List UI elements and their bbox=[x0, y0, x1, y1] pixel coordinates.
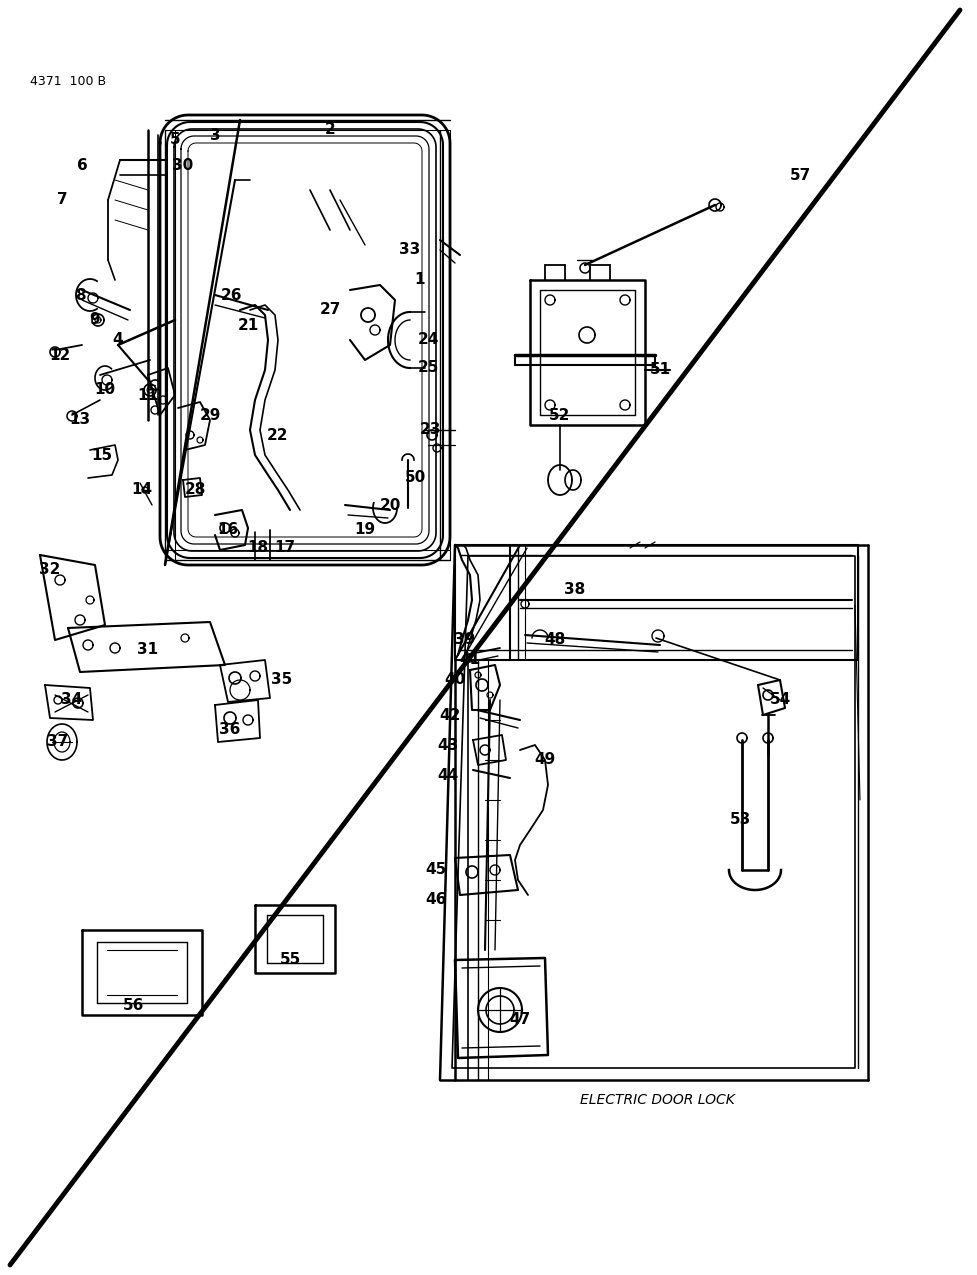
Text: 18: 18 bbox=[247, 539, 269, 555]
Text: 21: 21 bbox=[237, 317, 259, 333]
Text: 4: 4 bbox=[112, 333, 123, 348]
Text: 40: 40 bbox=[445, 672, 466, 687]
Text: 16: 16 bbox=[217, 523, 238, 538]
Text: ELECTRIC DOOR LOCK: ELECTRIC DOOR LOCK bbox=[580, 1093, 735, 1107]
Text: 48: 48 bbox=[544, 632, 566, 648]
Text: 24: 24 bbox=[417, 333, 439, 348]
Text: 38: 38 bbox=[565, 583, 585, 598]
Text: 10: 10 bbox=[95, 382, 115, 398]
Text: 28: 28 bbox=[185, 482, 206, 497]
Text: 11: 11 bbox=[138, 388, 158, 403]
Text: 43: 43 bbox=[438, 737, 458, 752]
Text: 5: 5 bbox=[170, 133, 181, 148]
Text: 56: 56 bbox=[122, 997, 144, 1012]
Text: 44: 44 bbox=[438, 768, 458, 783]
Text: 30: 30 bbox=[172, 158, 193, 172]
Text: 20: 20 bbox=[379, 497, 401, 513]
Text: 15: 15 bbox=[92, 448, 112, 463]
Text: 9: 9 bbox=[90, 312, 101, 328]
Text: 6: 6 bbox=[76, 158, 87, 172]
Text: 12: 12 bbox=[50, 348, 70, 362]
Text: 34: 34 bbox=[62, 692, 83, 708]
Text: 23: 23 bbox=[419, 422, 441, 437]
Text: 55: 55 bbox=[279, 952, 301, 968]
Text: 19: 19 bbox=[355, 523, 375, 538]
Text: 45: 45 bbox=[425, 862, 446, 877]
Text: 46: 46 bbox=[425, 892, 446, 908]
Text: 37: 37 bbox=[47, 734, 68, 750]
Text: 36: 36 bbox=[219, 723, 240, 737]
Text: 13: 13 bbox=[69, 413, 91, 427]
Text: 41: 41 bbox=[459, 653, 481, 668]
Text: 2: 2 bbox=[324, 122, 335, 138]
Text: 50: 50 bbox=[404, 470, 426, 486]
Text: 25: 25 bbox=[417, 361, 439, 376]
Text: 42: 42 bbox=[440, 708, 461, 723]
Text: 53: 53 bbox=[730, 812, 750, 827]
Text: 26: 26 bbox=[221, 287, 242, 302]
Text: 17: 17 bbox=[275, 539, 296, 555]
Text: 39: 39 bbox=[454, 632, 476, 648]
Text: 51: 51 bbox=[650, 362, 670, 377]
Text: 29: 29 bbox=[199, 408, 221, 422]
Text: 14: 14 bbox=[132, 482, 152, 497]
Text: 27: 27 bbox=[319, 302, 341, 317]
Text: 8: 8 bbox=[74, 287, 85, 302]
Text: 7: 7 bbox=[57, 193, 67, 208]
Text: 35: 35 bbox=[272, 672, 293, 687]
Text: 57: 57 bbox=[789, 167, 811, 182]
Text: 1: 1 bbox=[415, 273, 425, 287]
Text: 22: 22 bbox=[268, 427, 289, 442]
Text: 4371  100 B: 4371 100 B bbox=[30, 75, 106, 88]
Text: 33: 33 bbox=[400, 242, 421, 258]
Text: 49: 49 bbox=[534, 752, 556, 768]
Text: 31: 31 bbox=[138, 643, 158, 658]
Text: 32: 32 bbox=[39, 562, 61, 578]
Text: 54: 54 bbox=[769, 692, 790, 708]
Text: 3: 3 bbox=[210, 128, 220, 143]
Text: 52: 52 bbox=[549, 408, 571, 422]
Text: 47: 47 bbox=[509, 1012, 531, 1028]
